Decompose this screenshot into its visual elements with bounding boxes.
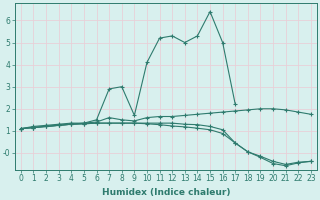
- X-axis label: Humidex (Indice chaleur): Humidex (Indice chaleur): [102, 188, 230, 197]
